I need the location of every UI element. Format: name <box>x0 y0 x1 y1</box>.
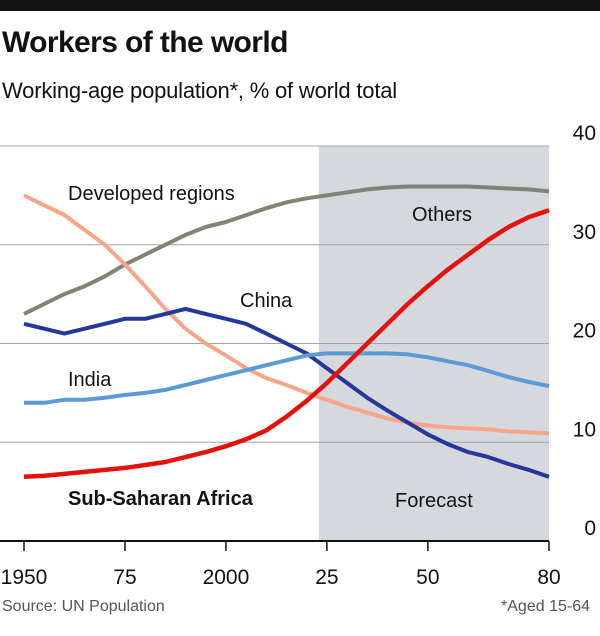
forecast-label: Forecast <box>395 490 473 512</box>
series-line-ssa <box>23 208 550 480</box>
y-tick-label-10: 10 <box>573 418 596 441</box>
annotation-india: India <box>68 369 112 391</box>
series-line-developed <box>23 193 550 436</box>
y-tick-label-40: 40 <box>573 122 596 145</box>
y-tick-label-30: 30 <box>573 221 596 244</box>
chart-subtitle: Working-age population*, % of world tota… <box>2 78 397 103</box>
x-tick-label-2000: 2000 <box>203 566 250 589</box>
y-tick-label-20: 20 <box>573 320 596 343</box>
annotation-china: China <box>240 290 293 312</box>
series-line-india <box>24 351 550 405</box>
x-tick-label-2025: 25 <box>315 566 338 589</box>
x-tick-label-1950: 1950 <box>1 566 48 589</box>
footnote: *Aged 15-64 <box>501 598 590 615</box>
series-line-china <box>23 306 550 479</box>
series-line-others <box>23 184 550 316</box>
top-bar <box>0 0 600 11</box>
annotation-developed: Developed regions <box>68 183 235 205</box>
y-tick-label-0: 0 <box>584 517 596 540</box>
annotation-ssa: Sub-Saharan Africa <box>68 488 254 510</box>
x-tick-label-2080: 80 <box>537 566 560 589</box>
annotation-others: Others <box>412 204 472 226</box>
chart-title: Workers of the world <box>2 26 288 59</box>
x-tick-label-2050: 50 <box>416 566 439 589</box>
x-tick-label-1975: 75 <box>113 566 136 589</box>
source-note: Source: UN Population <box>2 598 165 615</box>
